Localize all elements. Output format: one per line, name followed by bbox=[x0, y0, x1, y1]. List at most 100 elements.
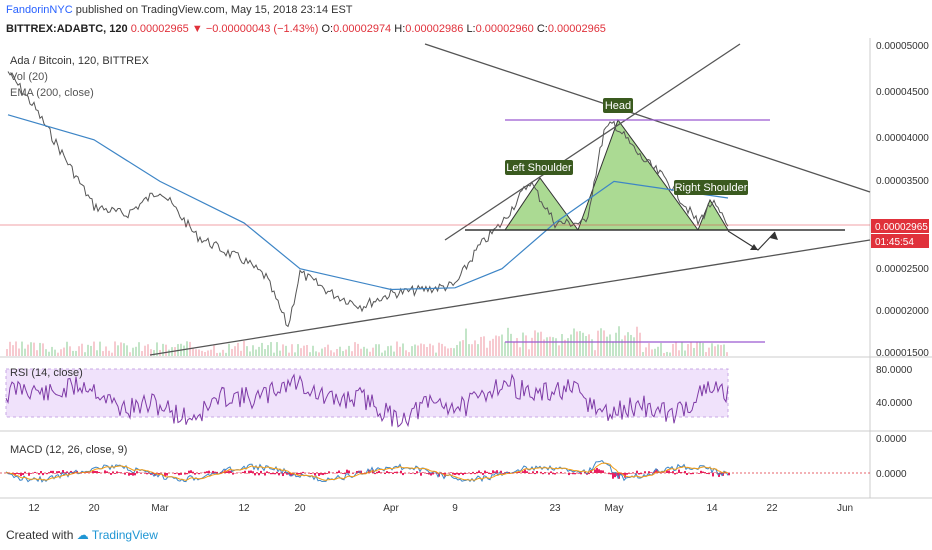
macd-histogram-bar bbox=[454, 473, 456, 475]
volume-bar bbox=[333, 352, 335, 356]
volume-bar bbox=[519, 347, 521, 356]
chart-area[interactable]: Head Left Shoulder Right Shoulder Ada / … bbox=[0, 38, 932, 520]
volume-bar bbox=[327, 344, 329, 356]
volume-bar bbox=[594, 350, 596, 356]
volume-bar bbox=[264, 349, 266, 356]
volume-bar bbox=[108, 350, 110, 356]
macd-histogram-bar bbox=[680, 471, 682, 473]
macd-histogram-bar bbox=[226, 471, 228, 473]
volume-bar bbox=[63, 347, 65, 356]
time-axis[interactable]: 12 20 Mar 12 20 Apr 9 23 May 14 22 Jun bbox=[28, 503, 853, 514]
macd-histogram-bar bbox=[686, 473, 688, 475]
macd-histogram-bar bbox=[184, 473, 186, 475]
macd-histogram-bar bbox=[314, 473, 316, 476]
volume-bar bbox=[21, 341, 23, 356]
macd-histogram-bar bbox=[588, 473, 590, 475]
volume-bar bbox=[633, 337, 635, 356]
head-label-box bbox=[603, 98, 633, 113]
macd-histogram-bar bbox=[94, 470, 96, 473]
author-link[interactable]: FandorinNYC bbox=[6, 4, 73, 16]
volume-bar bbox=[561, 334, 563, 356]
macd-histogram-bar bbox=[260, 470, 262, 473]
volume-bar bbox=[207, 350, 209, 356]
volume-bar bbox=[522, 332, 524, 356]
tradingview-link[interactable]: TradingView bbox=[91, 528, 158, 542]
volume-bar bbox=[438, 342, 440, 356]
macd-histogram-bar bbox=[594, 469, 596, 473]
created-with-label: Created with bbox=[6, 528, 74, 542]
macd-histogram-bar bbox=[488, 473, 490, 474]
macd-histogram-bar bbox=[574, 473, 576, 475]
macd-histogram-bar bbox=[400, 470, 402, 473]
macd-histogram-bar bbox=[216, 471, 218, 473]
macd-histogram-bar bbox=[174, 473, 176, 475]
volume-bar bbox=[639, 332, 641, 356]
volume-bar bbox=[201, 350, 203, 356]
vol-legend: Vol (20) bbox=[10, 71, 48, 83]
macd-histogram-bar bbox=[252, 471, 254, 473]
open-value: 0.00002974 bbox=[333, 23, 392, 35]
rsi-legend: RSI (14, close) bbox=[10, 367, 83, 379]
macd-histogram-bar bbox=[20, 473, 22, 477]
volume-bar bbox=[357, 343, 359, 356]
macd-histogram-bar bbox=[30, 473, 32, 474]
time-tick: 9 bbox=[452, 503, 458, 514]
volume-bar bbox=[390, 345, 392, 356]
macd-histogram-bar bbox=[98, 471, 100, 473]
macd-pane[interactable] bbox=[0, 432, 870, 498]
macd-histogram-bar bbox=[112, 471, 114, 473]
rsi-band bbox=[5, 368, 729, 418]
macd-histogram-bar bbox=[700, 470, 702, 473]
volume-bar bbox=[168, 349, 170, 356]
volume-bar bbox=[105, 346, 107, 356]
volume-bar bbox=[480, 336, 482, 356]
macd-histogram-bar bbox=[326, 473, 328, 474]
volume-bar bbox=[402, 343, 404, 356]
volume-bar bbox=[237, 342, 239, 356]
volume-bar bbox=[468, 344, 470, 356]
macd-histogram-bar bbox=[272, 473, 274, 475]
macd-histogram-bar bbox=[684, 471, 686, 473]
volume-bar bbox=[300, 348, 302, 356]
volume-bar bbox=[144, 345, 146, 356]
volume-bar bbox=[156, 342, 158, 356]
rising-trendline[interactable] bbox=[444, 43, 741, 241]
macd-histogram-bar bbox=[624, 473, 626, 478]
volume-bar bbox=[693, 347, 695, 356]
volume-bar bbox=[51, 346, 53, 356]
volume-bar bbox=[384, 350, 386, 356]
macd-histogram-bar bbox=[614, 473, 616, 478]
volume-bar bbox=[408, 352, 410, 356]
volume-bar bbox=[462, 340, 464, 356]
volume-bar bbox=[474, 340, 476, 356]
volume-bar bbox=[648, 343, 650, 356]
volume-bar bbox=[222, 349, 224, 356]
macd-histogram-bar bbox=[702, 471, 704, 473]
volume-bar bbox=[612, 341, 614, 356]
volume-bar bbox=[9, 341, 11, 356]
volume-bar bbox=[231, 348, 233, 356]
volume-bar bbox=[273, 352, 275, 356]
down-triangle-icon: ▼ bbox=[191, 23, 203, 35]
macd-histogram-bar bbox=[42, 473, 44, 476]
support-trendline[interactable] bbox=[149, 239, 871, 356]
macd-histogram-bar bbox=[242, 471, 244, 473]
macd-histogram-bar bbox=[668, 470, 670, 473]
volume-bar bbox=[93, 341, 95, 356]
volume-bar bbox=[672, 343, 674, 356]
volume-bar bbox=[294, 352, 296, 356]
macd-histogram-bar bbox=[638, 473, 640, 475]
price-axis[interactable]: 0.00005000 0.00004500 0.00004000 0.00003… bbox=[876, 41, 929, 359]
macd-tick: 0.0000 bbox=[876, 469, 907, 480]
macd-histogram-bar bbox=[284, 471, 286, 473]
volume-bar bbox=[276, 342, 278, 356]
resistance-trendline[interactable] bbox=[424, 43, 871, 193]
volume-bar bbox=[135, 346, 137, 356]
volume-bar bbox=[459, 341, 461, 356]
volume-bar bbox=[360, 348, 362, 356]
volume-bar bbox=[318, 352, 320, 356]
macd-histogram-bar bbox=[282, 473, 284, 477]
volume-bar bbox=[582, 332, 584, 356]
main-pane[interactable] bbox=[0, 38, 870, 356]
volume-bar bbox=[111, 352, 113, 356]
